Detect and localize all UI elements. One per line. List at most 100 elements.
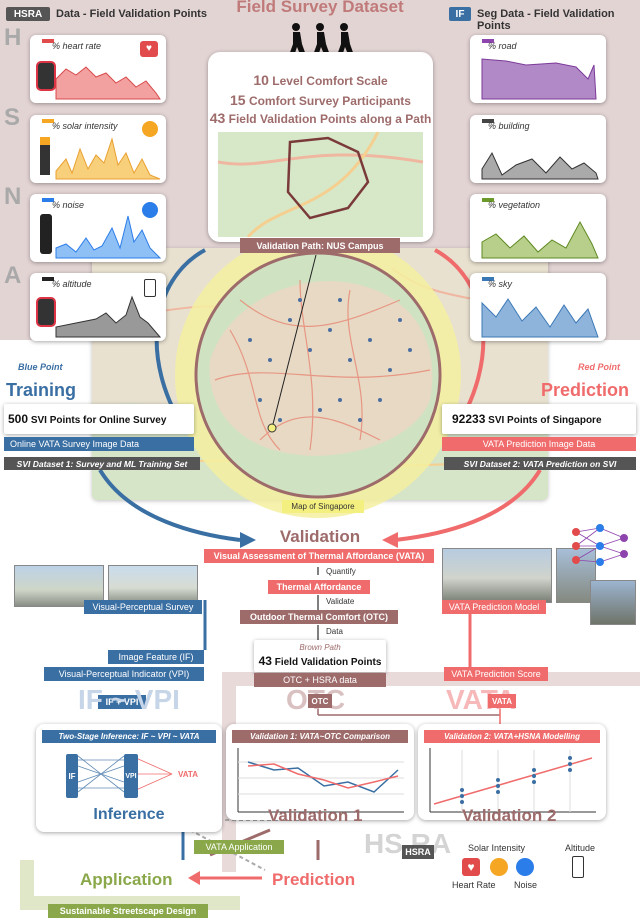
letter-s: S: [4, 104, 21, 131]
sky-plot: [481, 298, 599, 338]
thermal-affordance-label: Thermal Affordance: [268, 580, 370, 594]
road-panel: % road: [470, 35, 606, 103]
noise-legend-label: Noise: [514, 880, 538, 890]
validation-points-line: 43 Field Validation Points along a Path: [209, 110, 432, 126]
validation-path-label: Validation Path: NUS Campus: [240, 238, 400, 253]
map-path-marker: [267, 423, 277, 433]
hsra-chip: HSRA: [402, 845, 434, 859]
road-network: [214, 279, 431, 451]
solar-intensity-label: Solar Intensity: [468, 843, 526, 853]
vata-prediction-image-label: VATA Prediction Image Data: [442, 437, 636, 451]
prediction-top-label: Prediction: [541, 380, 630, 400]
validation-2-label: Validation 2: [462, 806, 557, 825]
prediction-photo-1: [442, 548, 552, 603]
blue-point-label: Blue Point: [18, 362, 63, 372]
solar-plot: [55, 137, 161, 180]
node-vata: VATA: [178, 769, 198, 779]
noise-label: % noise: [52, 200, 85, 210]
building-plot: [481, 151, 599, 180]
vegetation-label: % vegetation: [488, 200, 541, 210]
vpi-label: Visual-Perceptual Indicator (VPI): [44, 667, 204, 681]
prediction-arc-lower: [394, 468, 542, 542]
solar-label: % solar intensity: [52, 121, 118, 131]
validation-2-title: Validation 2: VATA+HSNA Modelling: [424, 730, 600, 743]
solar-meter-icon: [40, 137, 50, 175]
if-vpi-chip: IF + VPI: [98, 695, 146, 709]
altitude-icon: [144, 279, 156, 297]
brown-path-label: Brown Path: [299, 643, 341, 652]
otc-hsra-label: OTC + HSRA data: [254, 673, 386, 687]
vegetation-panel: % vegetation: [470, 194, 606, 262]
validation-2-card: Validation 2: VATA+HSNA Modelling: [418, 724, 606, 820]
if-header: Seg Data - Field Validation Points: [477, 8, 615, 32]
vp-survey-label: Visual-Perceptual Survey: [84, 600, 202, 614]
two-stage-label: Two-Stage Inference: IF ~ VPI ~ VATA: [42, 730, 216, 743]
validation-1-label: Validation 1: [268, 806, 363, 825]
field-validation-card: Brown Path 43 Field Validation Points: [254, 640, 386, 672]
altitude-plot: [55, 295, 162, 338]
map-label: Map of Singapore: [282, 500, 364, 513]
inference-network: [77, 755, 173, 793]
noise-plot: [55, 215, 162, 259]
red-point-label: Red Point: [578, 362, 620, 372]
otc-full-label: Outdoor Thermal Comfort (OTC): [240, 610, 398, 624]
validation-1-title: Validation 1: VATA~OTC Comparison: [232, 730, 408, 743]
training-arrowhead: [240, 532, 256, 548]
if-vpi-big-label: IF ~ VPI: [78, 684, 180, 715]
neural-network-icon: [572, 524, 628, 566]
singapore-landmass: [209, 281, 433, 456]
map-path-line: [271, 254, 317, 429]
heart-rate-plot: [55, 66, 161, 100]
validation-2-chart: [429, 748, 596, 813]
building-label: % building: [488, 121, 530, 131]
road-label: % road: [488, 41, 517, 51]
node-vpi: VPI: [124, 754, 138, 798]
heart-rate-legend-label: Heart Rate: [452, 880, 496, 890]
training-arc-lower: [98, 468, 241, 542]
svi-dataset-1-label: SVI Dataset 1: Survey and ML Training Se…: [4, 457, 200, 470]
altitude-label: % altitude: [52, 279, 92, 289]
inference-label: Inference: [93, 806, 165, 823]
quantify-label: Quantify: [326, 567, 356, 576]
letter-h: H: [4, 24, 22, 51]
vata-model-label: VATA Prediction Model: [442, 600, 546, 614]
noise-meter-icon: [40, 214, 52, 254]
page-title: Field Survey Dataset: [236, 0, 404, 16]
altimeter-device-icon: [36, 297, 56, 327]
vata-score-label: VATA Prediction Score: [444, 667, 548, 681]
online-svi-card: 500 SVI Points for Online Survey: [4, 404, 194, 434]
training-label: Training: [6, 380, 77, 400]
letter-a: A: [4, 262, 22, 289]
participants-line: 15 Comfort Survey Participants: [230, 92, 411, 108]
altitude-legend-icon: [572, 856, 584, 878]
hsra-header: Data - Field Validation Points: [56, 8, 207, 20]
prediction-arrowhead: [382, 532, 398, 548]
validate-label: Validate: [326, 597, 355, 606]
sun-legend-icon: [490, 858, 508, 876]
heart-rate-label: % heart rate: [52, 41, 102, 51]
otc-chip: OTC: [308, 694, 332, 708]
data-label: Data: [326, 627, 343, 636]
validation-1-chart: [237, 748, 404, 813]
watch-device-icon: [36, 61, 56, 91]
vata-full-label: Visual Assessment of Thermal Affordance …: [204, 549, 434, 563]
sustainable-label: Sustainable Streetscape Design: [48, 904, 208, 918]
comfort-scale-line: 10 Level Comfort Scale: [253, 72, 388, 88]
solar-panel: % solar intensity: [30, 115, 166, 183]
image-feature-label: Image Feature (IF): [108, 650, 204, 664]
vata-application-label: VATA Application: [194, 840, 284, 854]
validation-1-card: Validation 1: VATA~OTC Comparison: [226, 724, 414, 820]
prediction-photo-3: [590, 580, 636, 625]
sky-label: % sky: [488, 279, 513, 289]
noise-panel: % noise: [30, 194, 166, 262]
if-tag: IF: [449, 7, 471, 21]
sky-panel: % sky: [470, 273, 606, 341]
letter-n: N: [4, 183, 22, 210]
node-if: IF: [66, 754, 78, 798]
noise-legend-icon: [516, 858, 534, 876]
prediction-bottom-label: Prediction: [272, 870, 356, 889]
singapore-svi-card: 92233 SVI Points of Singapore: [442, 404, 636, 434]
svi-dataset-2-label: SVI Dataset 2: VATA Prediction on SVI: [444, 457, 636, 470]
sound-icon: [142, 202, 158, 218]
